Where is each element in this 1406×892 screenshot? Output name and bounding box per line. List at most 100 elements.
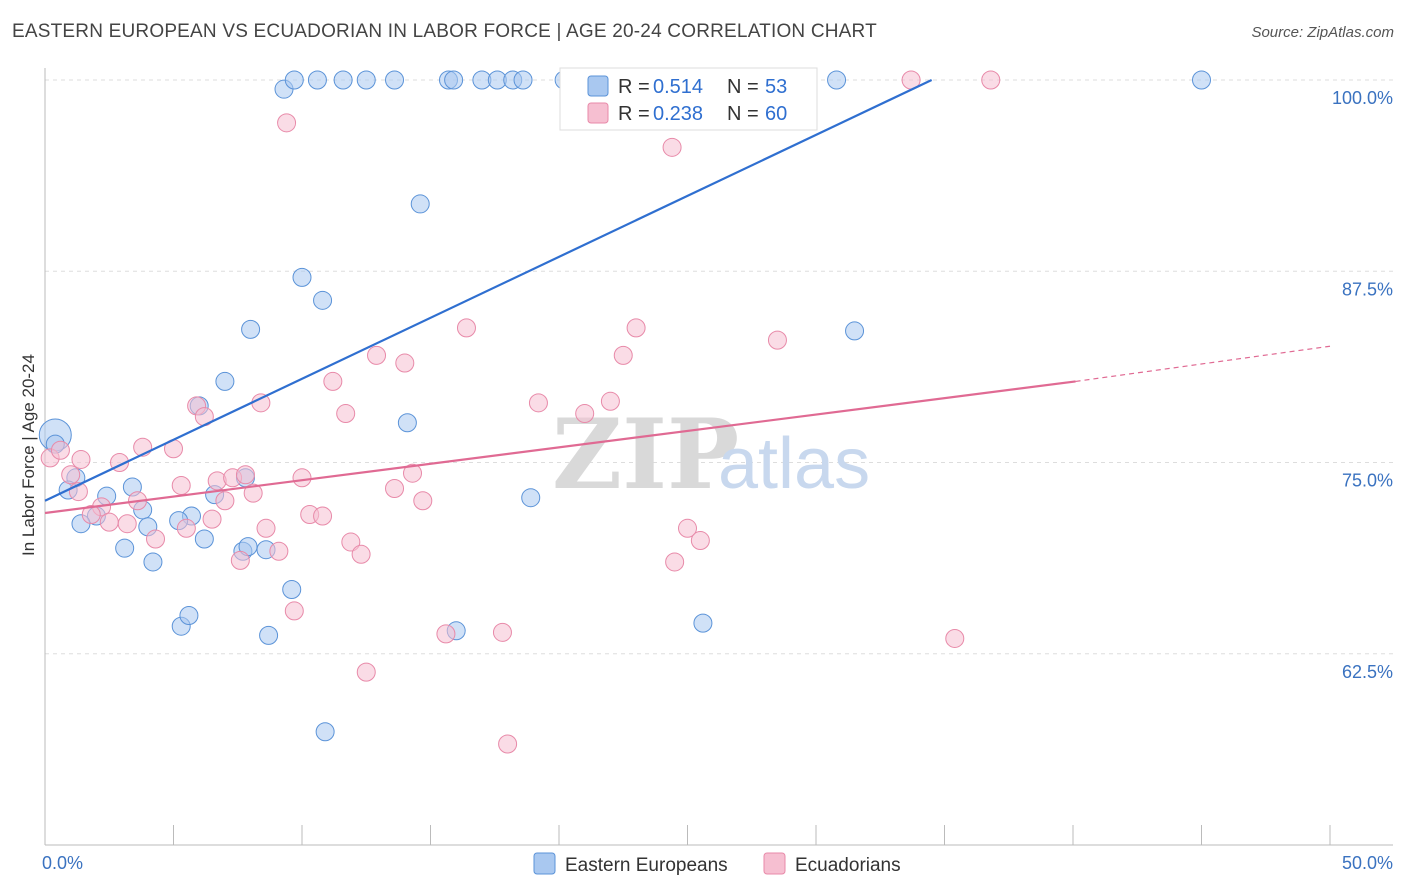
data-point-ecuadorian bbox=[292, 468, 312, 488]
data-point-ecuadorian bbox=[50, 440, 70, 460]
y-axis-label: In Labor Force | Age 20-24 bbox=[19, 354, 38, 556]
data-point-ecuadorian bbox=[678, 518, 697, 538]
y-tick-labels: 62.5% 75.0% 87.5% 100.0% bbox=[1332, 88, 1393, 682]
trend-lines bbox=[44, 79, 1331, 515]
data-point-eastern-european bbox=[444, 70, 464, 90]
data-point-ecuadorian bbox=[367, 345, 387, 365]
x-tick-label-min: 0.0% bbox=[42, 853, 83, 873]
y-tick-label: 87.5% bbox=[1342, 279, 1393, 299]
data-point-ecuadorian bbox=[767, 330, 787, 350]
data-point-eastern-european bbox=[292, 267, 312, 287]
data-point-ecuadorian bbox=[575, 404, 595, 424]
data-point-ecuadorian bbox=[403, 463, 423, 483]
trend-line-ecuadorians bbox=[44, 380, 1076, 515]
data-point-ecuadorian bbox=[61, 465, 81, 485]
data-point-ecuadorian bbox=[323, 371, 343, 391]
bottom-legend-swatch-blue bbox=[533, 852, 556, 875]
y-tick-label: 75.0% bbox=[1342, 471, 1393, 491]
data-point-eastern-european bbox=[333, 70, 353, 90]
legend-swatch-blue bbox=[587, 75, 609, 97]
data-point-ecuadorian bbox=[269, 541, 289, 561]
data-point-ecuadorian bbox=[215, 491, 235, 511]
data-point-eastern-european bbox=[313, 290, 333, 310]
data-point-eastern-european bbox=[521, 488, 541, 508]
data-point-ecuadorian bbox=[81, 505, 101, 525]
legend-n-label-blue: N = bbox=[727, 76, 759, 98]
data-point-ecuadorian bbox=[498, 734, 518, 754]
data-point-ecuadorian bbox=[171, 475, 191, 495]
legend-r-value-pink: 0.238 bbox=[653, 103, 703, 125]
data-point-eastern-european bbox=[307, 70, 327, 90]
data-point-ecuadorian bbox=[690, 531, 710, 551]
data-point-ecuadorian bbox=[117, 514, 137, 534]
data-point-ecuadorian bbox=[207, 471, 227, 491]
data-point-ecuadorian bbox=[313, 506, 333, 526]
legend-r-label-pink: R = bbox=[618, 103, 650, 125]
data-point-ecuadorian bbox=[336, 404, 356, 424]
data-point-eastern-european bbox=[194, 529, 214, 549]
legend-n-value-blue: 53 bbox=[765, 76, 787, 98]
source-credit: Source: ZipAtlas.com bbox=[1251, 24, 1394, 41]
data-point-eastern-european bbox=[143, 552, 163, 572]
data-point-eastern-european bbox=[385, 70, 405, 90]
data-point-ecuadorian bbox=[528, 393, 548, 413]
watermark-atlas: atlas bbox=[718, 424, 870, 504]
data-point-ecuadorian bbox=[256, 518, 276, 538]
trend-line-ecuadorians-extrapolated bbox=[1075, 345, 1331, 383]
data-point-ecuadorian bbox=[613, 345, 633, 365]
data-point-ecuadorian bbox=[395, 353, 415, 373]
data-point-ecuadorian bbox=[436, 624, 456, 644]
data-point-eastern-european bbox=[179, 606, 199, 625]
data-point-eastern-european bbox=[315, 722, 335, 742]
data-point-ecuadorian bbox=[202, 509, 222, 529]
chart-title: EASTERN EUROPEAN VS ECUADORIAN IN LABOR … bbox=[12, 21, 877, 42]
x-tick-label-max: 50.0% bbox=[1342, 853, 1393, 873]
grid-lines bbox=[45, 79, 1393, 655]
data-point-ecuadorian bbox=[99, 512, 119, 532]
data-point-ecuadorian bbox=[662, 137, 682, 157]
data-point-ecuadorian bbox=[277, 113, 297, 133]
data-point-ecuadorian bbox=[341, 532, 361, 552]
bottom-legend-swatch-pink bbox=[763, 852, 786, 875]
data-point-ecuadorian bbox=[284, 601, 304, 621]
data-point-eastern-european bbox=[115, 538, 135, 558]
data-point-ecuadorian bbox=[492, 622, 512, 642]
data-point-ecuadorian bbox=[71, 449, 91, 469]
data-point-eastern-european bbox=[845, 321, 865, 341]
bottom-legend-label-pink: Ecuadorians bbox=[795, 855, 901, 876]
data-point-eastern-european bbox=[693, 613, 713, 633]
legend-swatch-pink bbox=[587, 102, 609, 124]
series-ecuadorians bbox=[40, 70, 1001, 754]
data-point-ecuadorian bbox=[945, 628, 965, 648]
data-point-ecuadorian bbox=[146, 529, 166, 549]
data-point-eastern-european bbox=[241, 319, 261, 339]
data-point-eastern-european bbox=[215, 371, 235, 391]
data-point-eastern-european bbox=[397, 413, 417, 433]
data-point-eastern-european bbox=[827, 70, 847, 90]
data-point-ecuadorian bbox=[356, 662, 376, 682]
trend-line-eastern-europeans bbox=[44, 79, 933, 502]
y-tick-label: 100.0% bbox=[1332, 88, 1393, 108]
data-point-ecuadorian bbox=[243, 483, 263, 503]
data-point-eastern-european bbox=[356, 70, 376, 90]
data-point-ecuadorian bbox=[600, 391, 620, 411]
data-point-ecuadorian bbox=[230, 550, 250, 570]
data-point-eastern-european bbox=[259, 625, 279, 645]
legend-r-value-blue: 0.514 bbox=[653, 76, 703, 98]
data-point-ecuadorian bbox=[665, 552, 685, 572]
legend-n-value-pink: 60 bbox=[765, 103, 787, 125]
data-point-ecuadorian bbox=[626, 318, 646, 338]
data-point-ecuadorian bbox=[235, 465, 255, 485]
data-point-eastern-european bbox=[1192, 70, 1211, 90]
data-point-eastern-european bbox=[513, 70, 533, 90]
data-point-ecuadorian bbox=[385, 479, 405, 499]
data-point-ecuadorian bbox=[351, 544, 371, 564]
legend-n-label-pink: N = bbox=[727, 103, 759, 125]
legend-box: R = 0.514 N = 53 R = 0.238 N = 60 bbox=[559, 67, 818, 131]
data-point-eastern-european bbox=[284, 70, 304, 90]
y-tick-label: 62.5% bbox=[1342, 662, 1393, 682]
bottom-legend: Eastern Europeans Ecuadorians bbox=[533, 852, 901, 876]
data-point-ecuadorian bbox=[413, 491, 433, 511]
data-point-ecuadorian bbox=[176, 518, 196, 538]
